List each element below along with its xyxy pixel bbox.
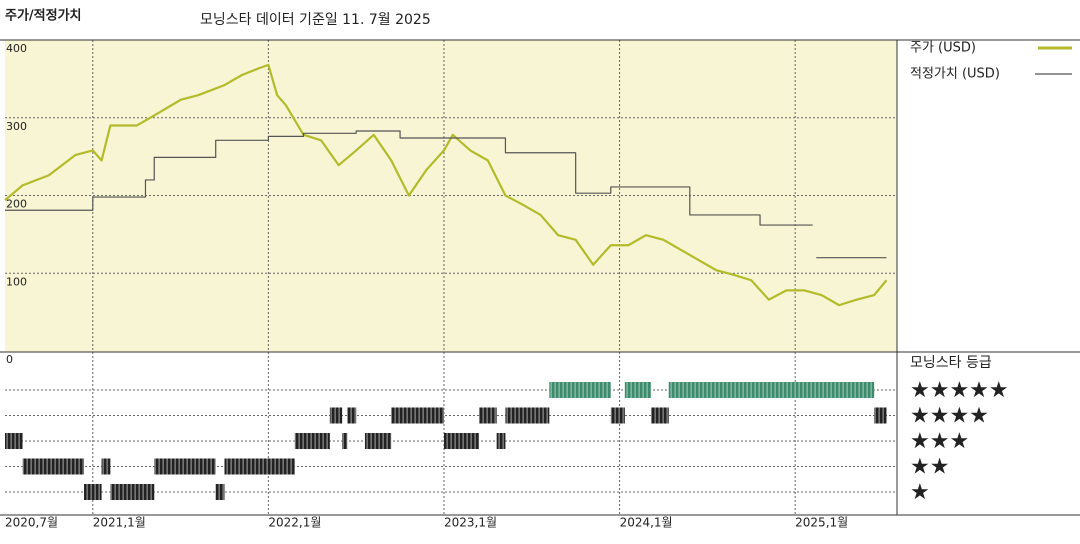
x-tick-label: 2025,1월: [795, 516, 848, 530]
rating-bar: [347, 407, 357, 424]
rating-bar: [610, 407, 625, 424]
rating-bar: [874, 407, 887, 424]
chart-title: 주가/적정가치: [5, 8, 82, 24]
rating-bar: [329, 407, 343, 424]
rating-bar: [496, 433, 506, 449]
rating-level-label: ★★: [910, 455, 949, 480]
y-tick-label: 400: [6, 42, 27, 55]
rating-bar: [101, 458, 111, 475]
rating-level-label: ★★★: [910, 429, 969, 454]
y-tick-label: 200: [6, 198, 27, 211]
rating-level-label: ★: [910, 480, 930, 505]
x-tick-label: 2020,7월: [5, 516, 58, 530]
rating-bar: [549, 382, 611, 398]
rating-title: 모닝스타 등급: [910, 355, 992, 371]
rating-bar: [391, 407, 444, 424]
rating-bar: [479, 407, 497, 424]
rating-bar: [668, 382, 875, 398]
rating-bar: [651, 407, 669, 424]
legend-label: 적정가치 (USD): [910, 67, 1000, 82]
rating-bar: [505, 407, 550, 424]
rating-bar: [22, 458, 85, 475]
rating-bar: [154, 458, 216, 475]
rating-bar: [342, 433, 348, 449]
rating-bar: [110, 484, 155, 500]
x-tick-label: 2023,1월: [444, 516, 497, 530]
plot: [4, 63, 888, 500]
rating-bar: [443, 433, 480, 449]
x-tick-label: 2021,1월: [93, 516, 146, 530]
rating-bar: [5, 433, 23, 449]
price-line: [4, 63, 888, 307]
y-tick-label: 100: [6, 275, 27, 288]
x-tick-label: 2024,1월: [620, 516, 673, 530]
y-tick-label: 300: [6, 120, 27, 133]
chart-subtitle: 모닝스타 데이터 기준일 11. 7월 2025: [200, 12, 431, 28]
rating-bar: [294, 433, 330, 449]
rating-bar: [84, 484, 102, 500]
rating-bar: [215, 484, 225, 500]
rating-level-label: ★★★★★: [910, 378, 1009, 403]
y-tick-label: 0: [6, 353, 13, 366]
x-tick-label: 2022,1월: [268, 516, 321, 530]
rating-bar: [224, 458, 295, 475]
rating-bar: [364, 433, 392, 449]
legend-label: 주가 (USD): [910, 41, 976, 56]
rating-level-label: ★★★★: [910, 404, 989, 429]
rating-bar: [624, 382, 652, 398]
fair-value-line: [5, 130, 813, 226]
